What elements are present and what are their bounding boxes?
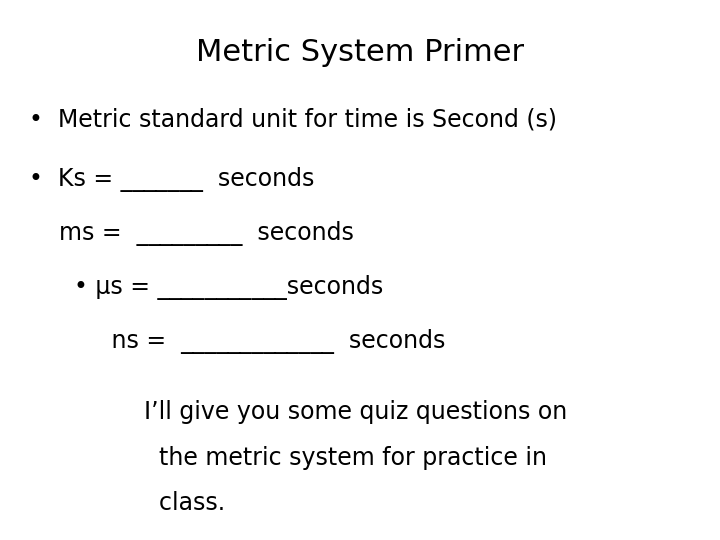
Text: • μs = ___________seconds: • μs = ___________seconds [29, 275, 383, 300]
Text: I’ll give you some quiz questions on: I’ll give you some quiz questions on [144, 400, 567, 423]
Text: class.: class. [144, 491, 225, 515]
Text: ms =  _________  seconds: ms = _________ seconds [29, 221, 354, 246]
Text: the metric system for practice in: the metric system for practice in [144, 446, 547, 469]
Text: Metric System Primer: Metric System Primer [196, 38, 524, 67]
Text: ns =  _____________  seconds: ns = _____________ seconds [29, 329, 445, 354]
Text: •  Ks = _______  seconds: • Ks = _______ seconds [29, 167, 314, 192]
Text: •  Metric standard unit for time is Second (s): • Metric standard unit for time is Secon… [29, 108, 557, 132]
